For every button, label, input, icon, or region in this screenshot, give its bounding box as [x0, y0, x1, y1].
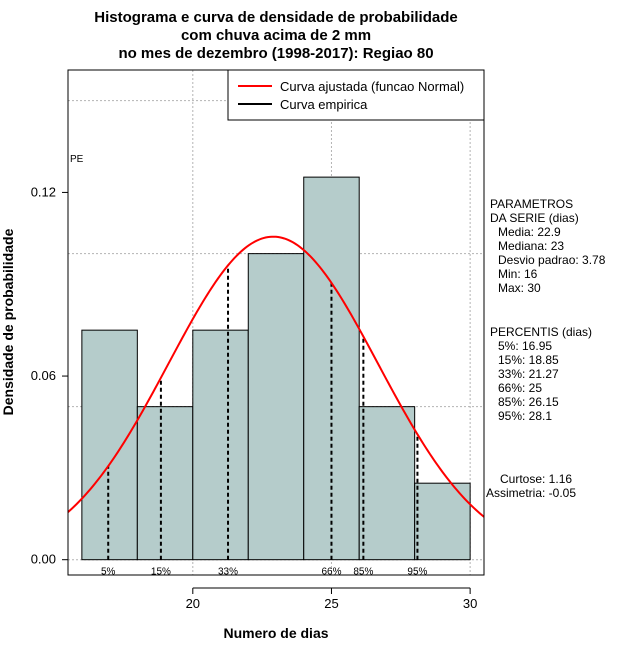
legend-label-empirical: Curva empirica [280, 97, 368, 112]
param-line-0: PARAMETROS [490, 197, 573, 211]
param-line-1: DA SERIE (dias) [490, 211, 579, 225]
param-line-2: Media: 22.9 [498, 225, 561, 239]
percentil-line-3: 33%: 21.27 [498, 367, 559, 381]
percentile-label: 15% [151, 567, 171, 578]
x-axis-title: Numero de dias [223, 625, 328, 641]
histogram-bar [81, 329, 138, 561]
title-line-2: com chuva acima de 2 mm [181, 27, 371, 44]
legend-box [227, 69, 485, 121]
percentile-lines: 5% 15% 33% 66% 85% 95% [101, 265, 428, 578]
x-axis: 20 25 30 [186, 587, 477, 611]
title-line-3: no mes de dezembro (1998-2017): Regiao 8… [118, 45, 433, 62]
x-tick-label: 30 [463, 596, 477, 611]
statistics-panel: PARAMETROS DA SERIE (dias) Media: 22.9 M… [486, 197, 606, 500]
histogram-bar [358, 406, 416, 561]
histogram-bar [192, 329, 249, 561]
histogram-bar [247, 253, 305, 561]
y-tick-label: 0.12 [31, 184, 56, 199]
histogram-bar [136, 406, 194, 561]
x-tick-label: 20 [186, 596, 200, 611]
normal-curve-line [67, 235, 485, 518]
percentil-line-5: 85%: 26.15 [498, 395, 559, 409]
y-tick-label: 0.06 [31, 368, 56, 383]
legend: Curva ajustada (funcao Normal) Curva emp… [227, 69, 485, 121]
percentil-line-6: 95%: 28.1 [498, 409, 552, 423]
percentile-label: 5% [101, 567, 116, 578]
title-line-1: Histograma e curva de densidade de proba… [94, 9, 457, 26]
percentil-line-2: 15%: 18.85 [498, 353, 559, 367]
param-line-5: Min: 16 [498, 267, 538, 281]
y-tick-label: 0.00 [31, 552, 56, 567]
percentile-label: 66% [321, 567, 341, 578]
param-line-6: Max: 30 [498, 281, 541, 295]
kurtosis-text: Curtose: 1.16 [500, 472, 572, 486]
percentile-label: 33% [218, 567, 238, 578]
percentile-label: 95% [407, 567, 427, 578]
corner-label: PE [70, 154, 84, 165]
x-tick-label: 25 [324, 596, 338, 611]
percentil-line-4: 66%: 25 [498, 381, 542, 395]
percentil-line-1: 5%: 16.95 [498, 339, 552, 353]
legend-label-normal: Curva ajustada (funcao Normal) [280, 79, 464, 94]
y-axis: 0.00 0.06 0.12 [31, 184, 69, 567]
param-line-4: Desvio padrao: 3.78 [498, 253, 606, 267]
skewness-text: Assimetria: -0.05 [486, 486, 576, 500]
percentile-label: 85% [353, 567, 373, 578]
param-line-3: Mediana: 23 [498, 239, 564, 253]
chart-title: Histograma e curva de densidade de proba… [94, 9, 457, 62]
y-axis-title: Densidade de probabilidade [0, 228, 16, 415]
percentil-line-0: PERCENTIS (dias) [490, 325, 592, 339]
